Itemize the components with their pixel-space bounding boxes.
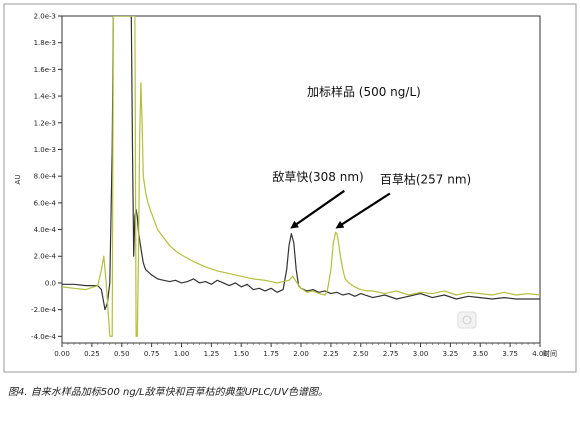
- x-tick-label: 0.25: [84, 350, 100, 358]
- x-tick-label: 1.50: [233, 350, 249, 358]
- annotation-arrow: [335, 192, 391, 229]
- watermark-icon: [457, 311, 477, 329]
- x-tick-label: 3.75: [502, 350, 518, 358]
- y-tick-label: 1.8e-3: [34, 39, 56, 47]
- y-axis-ticks: 2.0e-3 1.8e-3 1.6e-3 1.4e-3 1.2e-3 1.0e-3 8.0e…: [31, 13, 62, 341]
- x-tick-label: 1.00: [174, 350, 190, 358]
- annotation-label: 百草枯(257 nm): [380, 172, 471, 187]
- x-tick-label: 1.25: [204, 350, 220, 358]
- y-axis-label: AU: [14, 175, 22, 185]
- x-tick-label: 2.00: [293, 350, 309, 358]
- y-tick-label: 1.2e-3: [34, 119, 56, 127]
- y-tick-label: -2.0e-4: [31, 306, 56, 314]
- y-tick-label: 1.4e-3: [34, 93, 56, 101]
- x-axis-label: 时间: [543, 349, 557, 358]
- series-layer: [62, 16, 540, 337]
- x-tick-label: 2.50: [353, 350, 369, 358]
- y-tick-label: -4.0e-4: [31, 333, 56, 341]
- x-tick-label: 2.75: [383, 350, 399, 358]
- annotation-arrow: [290, 189, 345, 229]
- x-tick-label: 2.25: [323, 350, 339, 358]
- annotation-layer: 加标样品 (500 ng/L) 敌草快(308 nm) 百草枯(257 nm): [272, 84, 471, 229]
- annotation-label: 加标样品 (500 ng/L): [307, 84, 421, 99]
- x-tick-label: 0.75: [144, 350, 160, 358]
- x-tick-label: 3.50: [472, 350, 488, 358]
- y-tick-label: 8.0e-4: [34, 173, 57, 181]
- x-tick-label: 0.00: [54, 350, 70, 358]
- y-tick-label: 0.0: [45, 279, 56, 287]
- annotation-label: 敌草快(308 nm): [272, 169, 363, 184]
- series-line-2: [62, 16, 540, 337]
- y-tick-label: 1.0e-3: [34, 146, 56, 154]
- x-tick-label: 3.00: [413, 350, 429, 358]
- x-tick-label: 1.75: [263, 350, 279, 358]
- series-line-1: [62, 16, 540, 311]
- y-tick-label: 6.0e-4: [34, 199, 57, 207]
- x-tick-label: 0.50: [114, 350, 130, 358]
- x-tick-label: 4.00: [532, 350, 548, 358]
- y-tick-label: 4.0e-4: [34, 226, 57, 234]
- figure-caption: 图4. 自来水样品加标500 ng/L敌草快和百草枯的典型UPLC/UV色谱图。: [8, 386, 328, 398]
- x-axis-ticks: 0.00 0.25 0.50 0.75 1.00 1.25 1.50 1.75 2.00 2.25…: [54, 343, 548, 358]
- y-tick-label: 2.0e-4: [34, 253, 57, 261]
- y-tick-label: 2.0e-3: [34, 13, 56, 21]
- y-tick-label: 1.6e-3: [34, 66, 56, 74]
- x-tick-label: 3.25: [443, 350, 459, 358]
